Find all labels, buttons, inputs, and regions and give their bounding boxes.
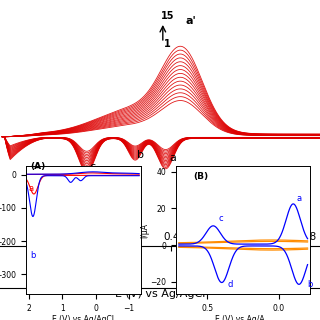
Text: b: b bbox=[30, 251, 36, 260]
Text: c: c bbox=[219, 214, 223, 223]
Y-axis label: I/μA: I/μA bbox=[140, 223, 149, 238]
Text: b: b bbox=[138, 150, 144, 160]
Text: 1: 1 bbox=[164, 39, 171, 49]
Text: c: c bbox=[89, 162, 95, 172]
Text: b: b bbox=[308, 280, 313, 289]
Text: a: a bbox=[296, 194, 301, 203]
Text: d: d bbox=[28, 211, 35, 221]
Text: d: d bbox=[228, 280, 233, 289]
X-axis label: E (V) vs Ag/A...: E (V) vs Ag/A... bbox=[215, 315, 271, 320]
Text: (A): (A) bbox=[31, 162, 46, 172]
X-axis label: E (V) vs Ag/AgCl: E (V) vs Ag/AgCl bbox=[52, 315, 114, 320]
Text: 15: 15 bbox=[161, 12, 174, 21]
Text: a': a' bbox=[186, 16, 197, 26]
Text: a: a bbox=[28, 184, 33, 193]
Text: (B): (B) bbox=[193, 172, 208, 181]
X-axis label: E (V) vs Ag/AgCl: E (V) vs Ag/AgCl bbox=[115, 289, 205, 300]
Text: a: a bbox=[169, 153, 176, 163]
